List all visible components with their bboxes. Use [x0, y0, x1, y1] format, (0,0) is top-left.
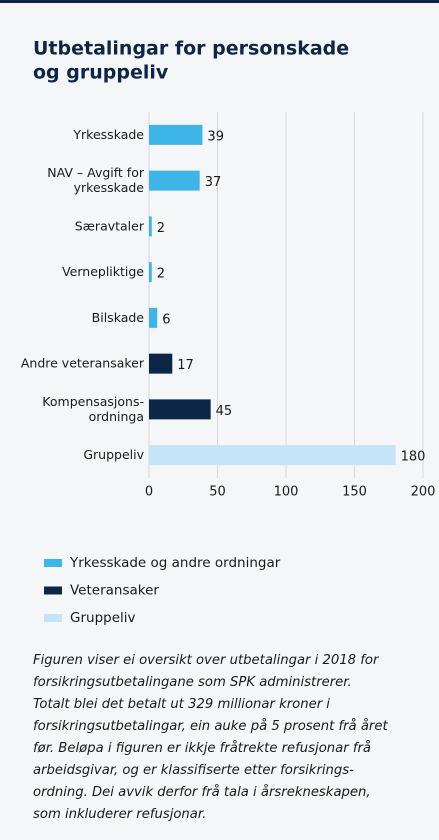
- legend-label: Veteransaker: [70, 583, 159, 599]
- legend-swatch: [44, 586, 62, 595]
- y-tick-label: NAV – Avgift for yrkesskade: [47, 165, 145, 195]
- bar: [149, 399, 211, 420]
- caption: Totalt blei det betalt ut 329 millionar …: [33, 697, 330, 712]
- caption: arbeidsgivar, og er klassifiserte etter …: [33, 763, 354, 778]
- caption: som inkluderer refusjonar.: [33, 807, 206, 822]
- y-tick-label: Særavtaler: [75, 218, 145, 233]
- y-tick-label: Bilskade: [92, 309, 145, 324]
- value-label: 2: [157, 267, 165, 282]
- x-tick-label: 0: [145, 485, 153, 500]
- caption: før. Beløpa i figuren er ikkje fråtrekte…: [33, 739, 371, 756]
- bar: [149, 307, 158, 328]
- caption: forsikringsutbetalingane som SPK adminis…: [33, 675, 352, 690]
- legend-swatch: [44, 559, 62, 567]
- bar: [149, 124, 203, 145]
- y-tick-label: Vernepliktige: [62, 264, 144, 279]
- y-tick-label: Kompensasjons-ordninga: [42, 393, 144, 423]
- value-label: 45: [216, 404, 233, 419]
- top-border: [0, 0, 439, 3]
- bar: [149, 445, 396, 466]
- value-label: 17: [177, 358, 194, 373]
- x-tick-label: 150: [342, 485, 367, 500]
- legend-label: Yrkesskade og andre ordningar: [69, 555, 281, 571]
- value-label: 6: [162, 312, 170, 327]
- bar: [149, 262, 152, 283]
- legend-swatch: [44, 614, 62, 622]
- bar: [149, 216, 152, 237]
- chart-title: og gruppeliv: [33, 62, 169, 84]
- caption: forsikringsutbetalingar, ein auke på 5 p…: [33, 717, 388, 734]
- value-label: 37: [205, 175, 222, 190]
- y-tick-label: Andre veteransaker: [21, 355, 145, 370]
- x-tick-label: 50: [209, 485, 226, 500]
- legend-label: Gruppeliv: [70, 610, 136, 626]
- y-tick-label: Yrkesskade: [72, 126, 144, 141]
- value-label: 180: [401, 450, 426, 465]
- bar: [149, 170, 200, 191]
- caption: Figuren viser ei oversikt over utbetalin…: [33, 653, 380, 668]
- caption: ordning. Dei avvik derfor frå tala i års…: [33, 783, 371, 800]
- y-tick-label: Gruppeliv: [83, 447, 144, 462]
- x-tick-label: 100: [274, 485, 299, 500]
- x-tick-label: 200: [411, 485, 436, 500]
- chart-title: Utbetalingar for personskade: [33, 38, 349, 60]
- value-label: 39: [207, 129, 224, 144]
- value-label: 2: [157, 221, 165, 236]
- bar: [149, 353, 173, 374]
